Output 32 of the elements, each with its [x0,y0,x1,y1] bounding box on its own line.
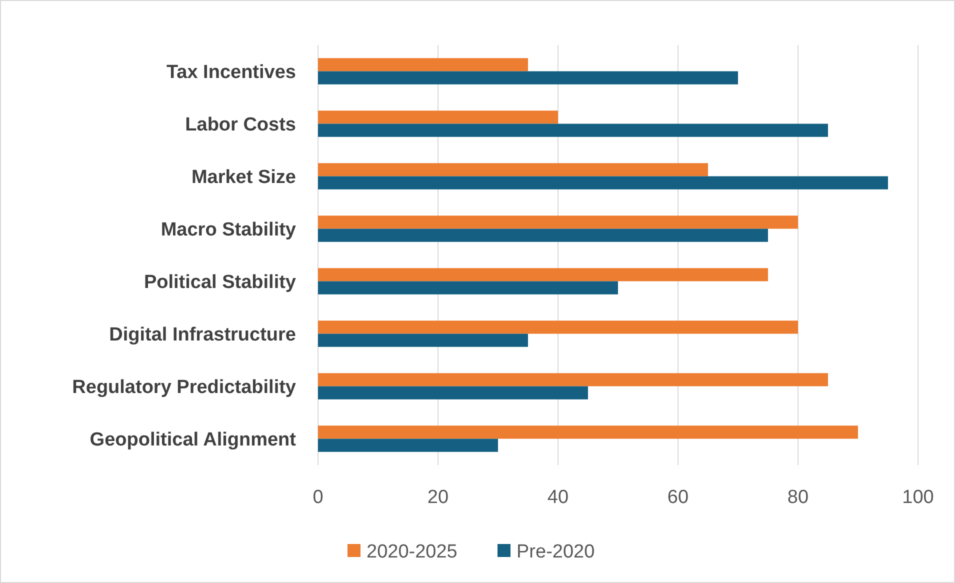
bar [318,320,798,334]
bar [318,438,498,452]
legend-label: 2020-2025 [366,542,458,563]
x-tick-label: 40 [547,487,569,508]
bar [318,426,858,439]
y-tick-label: Tax Incentives [166,62,296,83]
bar [318,163,708,176]
y-tick-label: Market Size [191,166,296,188]
x-tick-label: 60 [667,487,689,508]
y-tick-label: Geopolitical Alignment [90,429,297,450]
y-tick-label: Political Stability [144,272,296,293]
y-tick-label: Labor Costs [185,114,296,136]
y-tick-label: Macro Stability [160,219,296,240]
bar [318,216,798,229]
x-tick-label: 80 [787,487,809,508]
y-tick-label: Regulatory Predictability [72,376,296,398]
bar [318,110,558,124]
bar [318,228,768,242]
bar [318,268,768,282]
bar [318,124,828,137]
y-tick-label: Digital Infrastructure [109,324,296,346]
bar [318,386,588,400]
bar [318,58,528,72]
x-tick-label: 0 [312,487,324,508]
bar [318,334,528,347]
x-tick-label: 100 [902,487,934,508]
bar [318,71,738,84]
bar [318,281,618,294]
legend-label: Pre-2020 [516,542,595,563]
bar [318,176,888,190]
bar [318,373,828,386]
x-tick-label: 20 [427,487,449,508]
